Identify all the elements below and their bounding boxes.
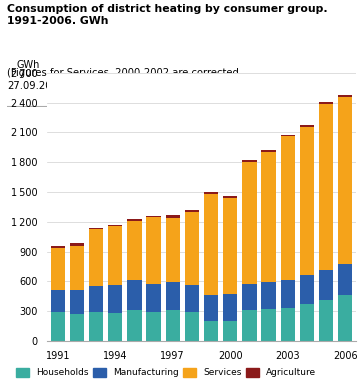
Bar	[338, 295, 352, 341]
Bar	[127, 219, 142, 221]
Bar	[185, 312, 199, 341]
Bar	[223, 321, 237, 341]
Bar	[50, 312, 65, 341]
Bar	[223, 294, 237, 321]
Bar	[127, 310, 142, 341]
Bar	[338, 97, 352, 264]
Bar	[108, 226, 122, 285]
Bar	[242, 285, 257, 310]
Bar	[50, 248, 65, 290]
Bar	[108, 313, 122, 341]
Bar	[300, 125, 314, 127]
Bar	[319, 300, 333, 341]
Bar	[204, 295, 218, 321]
Legend: Households, Manufacturing, Services, Agriculture: Households, Manufacturing, Services, Agr…	[16, 368, 316, 377]
Bar	[146, 284, 161, 312]
Bar	[300, 304, 314, 341]
Bar	[146, 312, 161, 341]
Bar	[300, 275, 314, 304]
Bar	[127, 280, 142, 310]
Bar	[204, 194, 218, 295]
Bar	[108, 225, 122, 226]
Bar	[281, 308, 295, 341]
Bar	[338, 264, 352, 295]
Bar	[70, 246, 84, 290]
Bar	[166, 218, 180, 282]
Bar	[89, 229, 103, 286]
Bar	[261, 152, 276, 282]
Bar	[89, 286, 103, 312]
Bar	[319, 270, 333, 300]
Bar	[127, 221, 142, 280]
Bar	[261, 282, 276, 309]
Bar	[70, 314, 84, 341]
Bar	[108, 285, 122, 313]
Bar	[89, 227, 103, 229]
Bar	[242, 162, 257, 285]
Bar	[89, 312, 103, 341]
Bar	[204, 321, 218, 341]
Bar	[300, 127, 314, 275]
Bar	[281, 279, 295, 308]
Bar	[223, 198, 237, 294]
Bar	[319, 104, 333, 270]
Bar	[281, 136, 295, 279]
Bar	[166, 310, 180, 341]
Bar	[146, 218, 161, 284]
Text: GWh: GWh	[16, 60, 40, 70]
Bar	[50, 290, 65, 312]
Bar	[166, 282, 180, 310]
Bar	[185, 213, 199, 285]
Bar	[70, 243, 84, 246]
Bar	[242, 160, 257, 162]
Bar	[223, 196, 237, 198]
Bar	[70, 290, 84, 314]
Bar	[185, 210, 199, 213]
Bar	[319, 102, 333, 104]
Bar	[242, 310, 257, 341]
Bar	[50, 246, 65, 248]
Text: Consumption of district heating by consumer group.
1991-2006. GWh: Consumption of district heating by consu…	[7, 4, 328, 26]
Bar	[204, 192, 218, 194]
Bar	[261, 150, 276, 152]
Bar	[338, 95, 352, 97]
Bar	[281, 135, 295, 136]
Bar	[185, 285, 199, 312]
Bar	[146, 216, 161, 218]
Bar	[261, 309, 276, 341]
Bar	[166, 215, 180, 218]
Text: (Figures for Services, 2000-2002 are corrected
27.09.2007): (Figures for Services, 2000-2002 are cor…	[7, 68, 239, 90]
